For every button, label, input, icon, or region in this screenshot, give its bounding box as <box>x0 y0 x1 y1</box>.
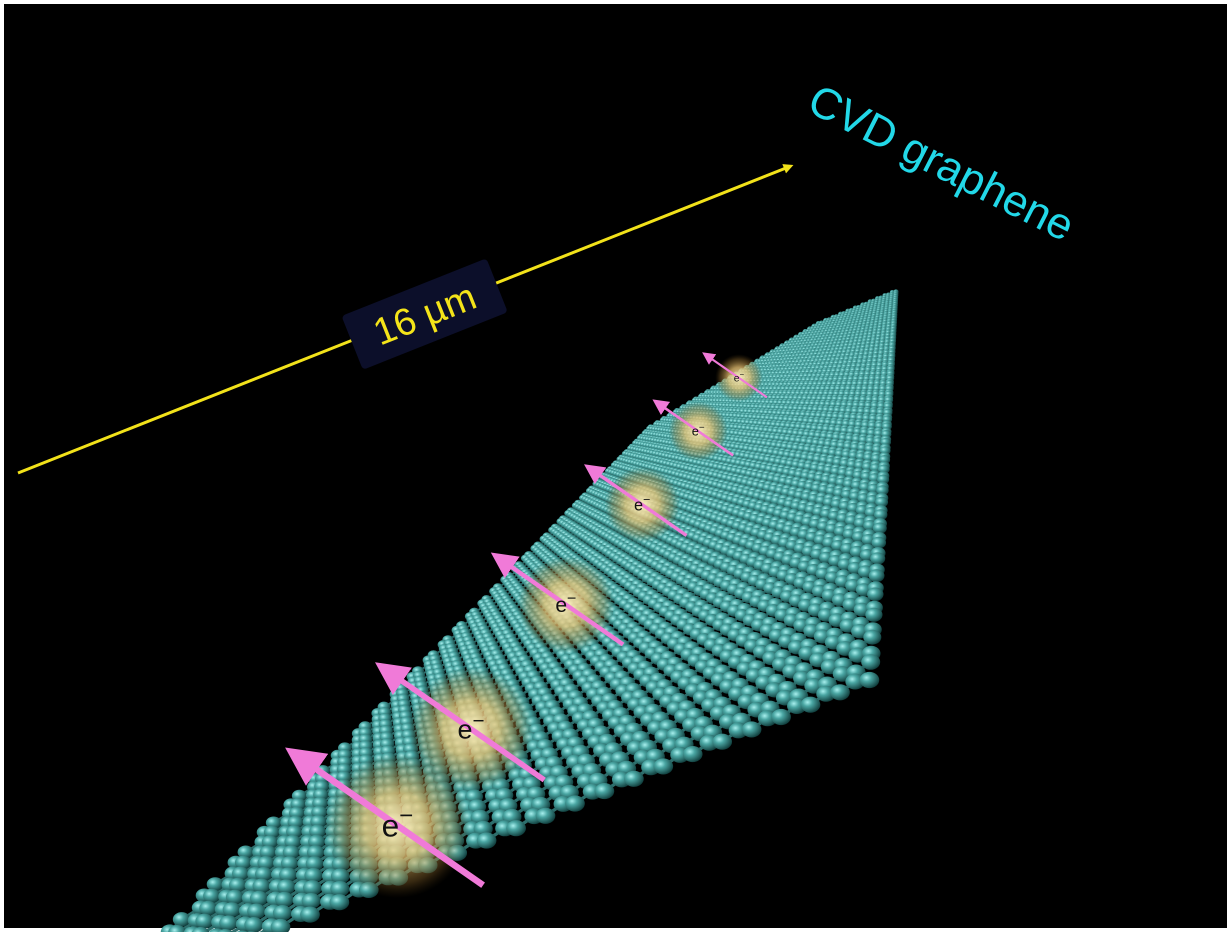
graphene-lattice <box>160 289 899 932</box>
